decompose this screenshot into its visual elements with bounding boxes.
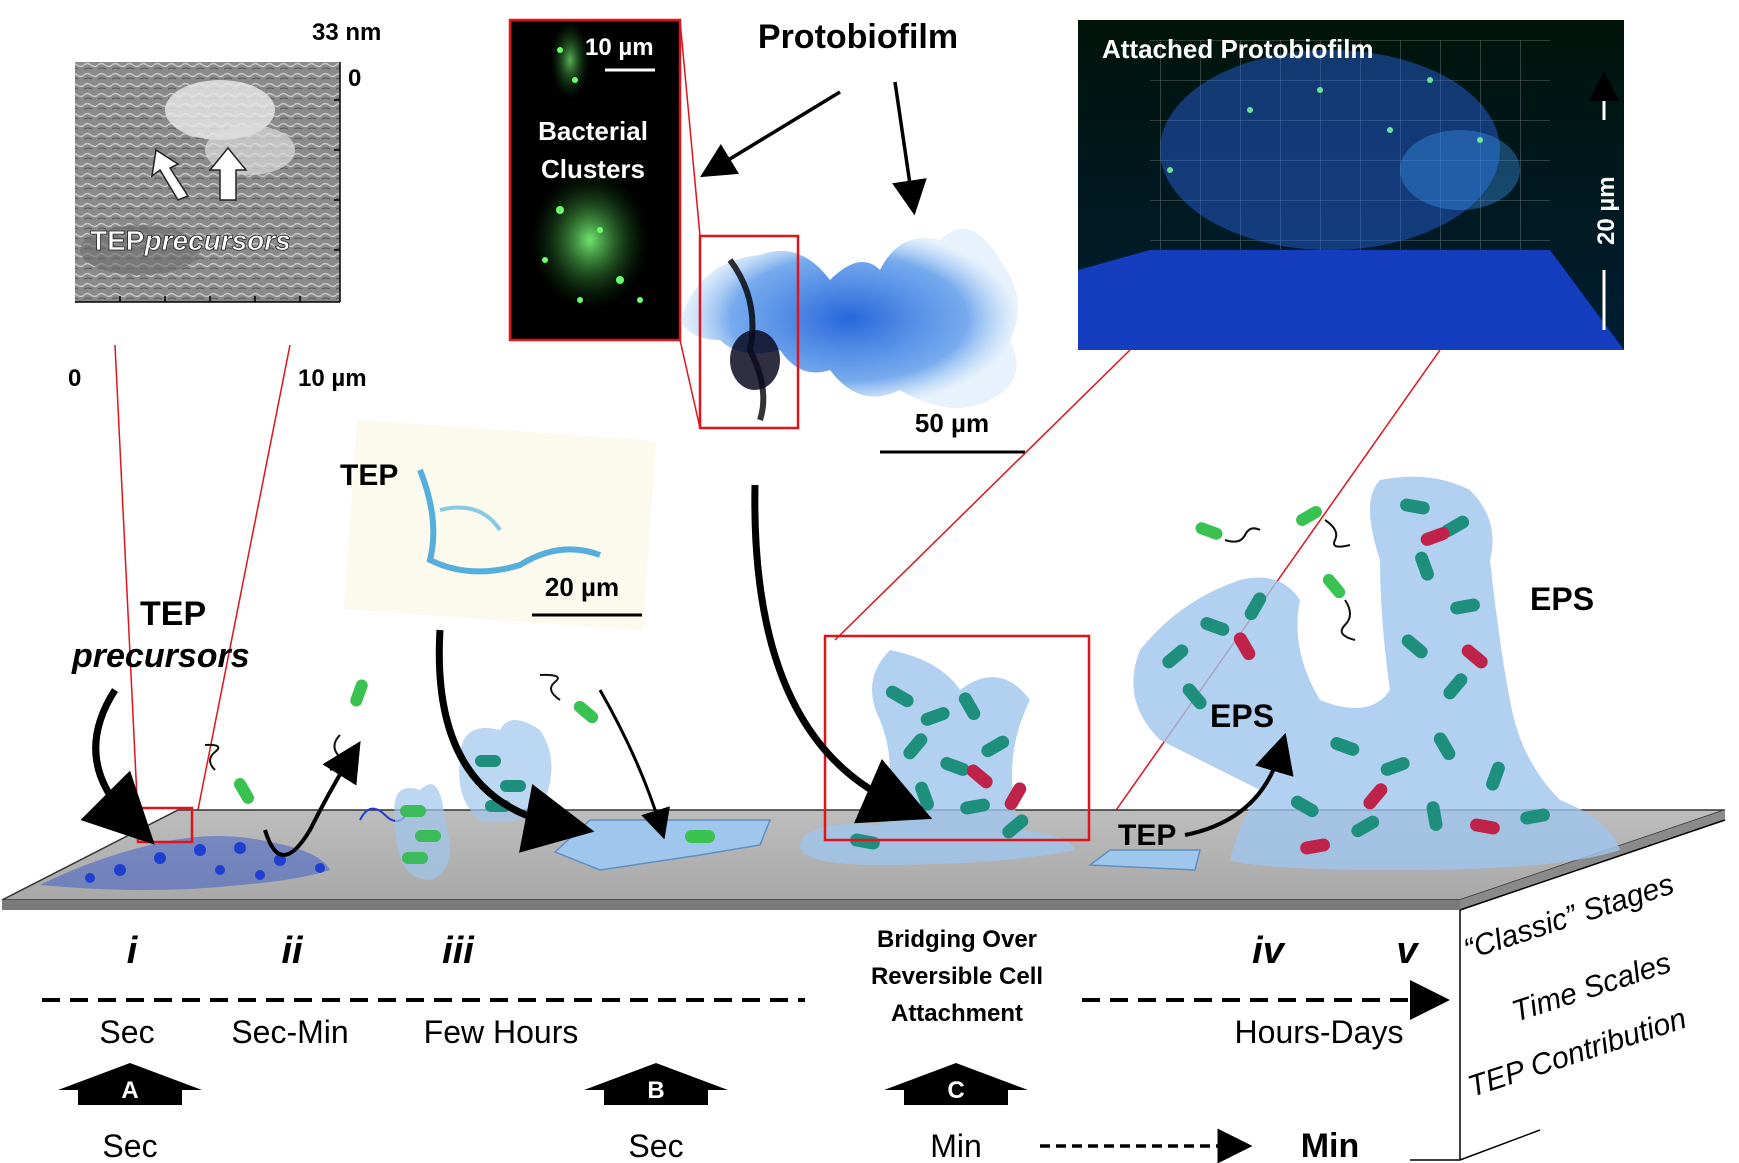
protobiofilm-panel: Protobiofilm 50 µm [680, 18, 1025, 454]
contribution-arrow-b [584, 1063, 728, 1105]
tep-precursor-cluster [40, 806, 411, 890]
side-label-tep: TEP Contribution [1464, 1002, 1690, 1104]
fluorescence-scale-label: 10 µm [585, 34, 654, 61]
time-few-hours: Few Hours [424, 1014, 579, 1050]
surface-front-edge [2, 900, 1460, 910]
tep-contribution-c: C Min [884, 1063, 1028, 1163]
fluorescence-zoom-lines [679, 19, 701, 429]
contribution-arrow-a [58, 1063, 202, 1105]
afm-x-min: 0 [68, 365, 81, 392]
afm-arrow-2 [208, 146, 248, 201]
tep-image-scale-label: 20 µm [545, 572, 619, 602]
free-bacteria [204, 506, 1356, 804]
bridging-eps [800, 650, 1075, 865]
eps-label-small: EPS [1210, 698, 1274, 734]
contribution-time-c: Min [930, 1128, 982, 1163]
attached-bacterium [685, 830, 715, 843]
fluorescence-panel: 10 µm Bacterial Clusters [508, 18, 682, 342]
tep-contribution-b: B Sec [584, 1063, 728, 1163]
bridging-line2: Reversible Cell [871, 963, 1043, 990]
eps-label-large: EPS [1530, 581, 1594, 617]
svg-text:TEPprecursors: TEPprecursors [90, 225, 291, 256]
stage-iii: iii [442, 930, 475, 972]
afm-arrow-1 [150, 148, 190, 201]
tep-fragment [1087, 849, 1201, 871]
contribution-time-a: Sec [102, 1128, 157, 1163]
stage-ii: ii [281, 930, 304, 972]
contribution-letter-b: B [647, 1077, 664, 1104]
side-label-panel [1410, 819, 1726, 1161]
stage-iv: iv [1252, 930, 1286, 972]
time-sec: Sec [99, 1014, 154, 1050]
protobiofilm-scale-label: 50 µm [915, 408, 989, 438]
afm-tick-marks [75, 62, 341, 303]
confocal-panel: Attached Protobiofilm 20 µm [1078, 20, 1624, 350]
tep-contribution-a: A Sec [58, 1063, 202, 1163]
tep-precursors-label-line2: precursors [71, 637, 250, 675]
tep-image-panel: TEP 20 µm [340, 419, 657, 631]
time-hours-days: Hours-Days [1235, 1014, 1404, 1050]
time-sec-min: Sec-Min [231, 1014, 348, 1050]
contribution-time-b: Sec [628, 1128, 683, 1163]
clusters-label-line2: Clusters [541, 154, 645, 184]
protobiofilm-zoom-box [698, 234, 800, 430]
contribution-letter-a: A [121, 1077, 138, 1104]
time-scales: Sec Sec-Min Few Hours Hours-Days [99, 1014, 1403, 1050]
final-contribution-time: Min [1301, 1127, 1360, 1163]
bridging-line3: Attachment [891, 1000, 1023, 1027]
afm-precursors-label: precursors [143, 225, 290, 256]
protobiofilm-arrows [700, 81, 927, 216]
contribution-arrow-c [884, 1063, 1028, 1105]
contribution-letter-c: C [947, 1077, 964, 1104]
afm-image-panel: TEPprecursors 33 nm 0 0 10 µm [68, 19, 381, 392]
stage-v: v [1396, 930, 1419, 972]
process-arrows [80, 484, 1294, 857]
afm-tep-label: TEP [90, 225, 144, 256]
afm-z-max: 33 nm [312, 19, 381, 46]
bridging-label: Bridging Over Reversible Cell Attachment [871, 926, 1043, 1027]
bridging-colony [800, 634, 1091, 865]
protobiofilm-title: Protobiofilm [758, 18, 958, 56]
tep-image-title: TEP [340, 459, 398, 492]
confocal-zoom-box [823, 634, 1091, 842]
confocal-scale-label: 20 µm [1593, 176, 1620, 245]
stage-labels: i ii iii iv v [127, 930, 1420, 972]
clusters-label-line1: Bacterial [538, 116, 648, 146]
tep-precursors-label-line1: TEP [140, 595, 206, 633]
protobiofilm-image [680, 228, 1018, 408]
afm-z-min: 0 [348, 65, 361, 92]
afm-x-max: 10 µm [298, 365, 367, 392]
surface-side-edge [1460, 810, 1725, 910]
bridging-line1: Bridging Over [877, 926, 1037, 953]
mature-biofilm [1133, 476, 1620, 870]
side-labels: “Classic” Stages Time Scales TEP Contrib… [1460, 868, 1690, 1104]
tep-surface-label: TEP [1118, 819, 1176, 852]
confocal-title: Attached Protobiofilm [1102, 34, 1374, 64]
stage-i: i [127, 930, 139, 972]
